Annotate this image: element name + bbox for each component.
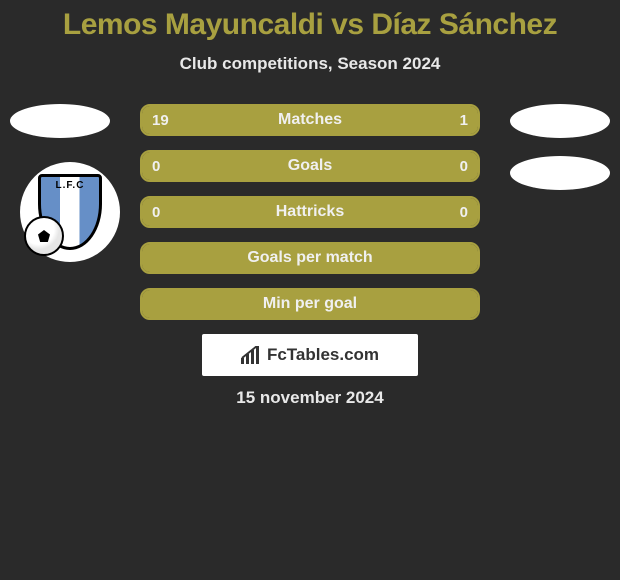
bar-label: Matches — [142, 106, 478, 134]
brand-chart-icon — [241, 346, 263, 364]
stat-bar-row: Min per goal — [140, 288, 480, 320]
club-crest: L.F.C — [20, 162, 120, 262]
stat-bar-row: 00Goals — [140, 150, 480, 182]
bar-label: Goals per match — [142, 244, 478, 272]
stat-bar-row: 191Matches — [140, 104, 480, 136]
player-left-badge — [10, 104, 110, 138]
subtitle: Club competitions, Season 2024 — [0, 54, 620, 74]
stat-bar-row: 00Hattricks — [140, 196, 480, 228]
date-text: 15 november 2024 — [0, 388, 620, 408]
player-right-badge-1 — [510, 104, 610, 138]
crest-shield-wrap: L.F.C — [38, 174, 102, 250]
bar-label: Hattricks — [142, 198, 478, 226]
brand-text: FcTables.com — [267, 345, 379, 365]
bar-label: Goals — [142, 152, 478, 180]
stat-bars: 191Matches 00Goals 00Hattricks Goals per ma… — [140, 104, 480, 320]
bar-label: Min per goal — [142, 290, 478, 318]
stat-bar-row: Goals per match — [140, 242, 480, 274]
brand-box: FcTables.com — [202, 334, 418, 376]
page-title: Lemos Mayuncaldi vs Díaz Sánchez — [0, 0, 620, 42]
crest-label: L.F.C — [41, 180, 99, 191]
crest-ball-icon — [24, 216, 64, 256]
player-right-badge-2 — [510, 156, 610, 190]
comparison-content: L.F.C 191Matches 00Goals 00Hattricks Goals … — [0, 104, 620, 408]
